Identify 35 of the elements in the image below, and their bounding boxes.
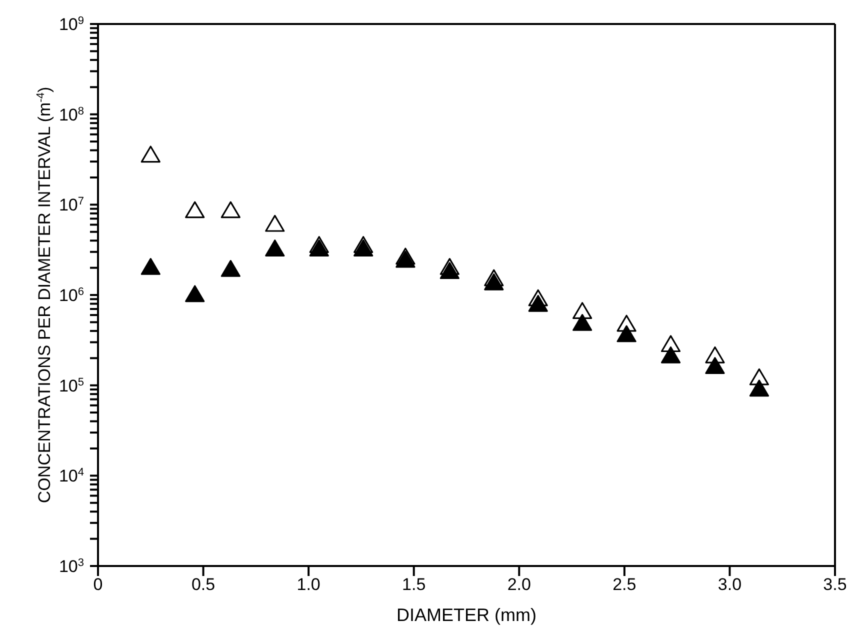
x-tick-label: 1.0 bbox=[296, 575, 320, 594]
x-tick-label: 2.5 bbox=[612, 575, 636, 594]
y-tick-label: 10$^{4}$ bbox=[58, 466, 84, 486]
point bbox=[220, 201, 240, 218]
point bbox=[396, 250, 416, 268]
y-tick-label: 10$^{6}$ bbox=[58, 286, 84, 305]
x-tick-label: 3.5 bbox=[823, 575, 847, 594]
point bbox=[140, 146, 160, 163]
y-tick-label: 10$^{7}$ bbox=[58, 196, 84, 215]
point bbox=[309, 240, 329, 256]
point bbox=[705, 357, 725, 374]
point bbox=[616, 325, 636, 342]
x-axis-title: DIAMETER (mm) bbox=[396, 605, 536, 625]
point bbox=[440, 262, 460, 280]
y-tick-label: 10$^{5}$ bbox=[58, 376, 84, 396]
point bbox=[528, 294, 548, 312]
y-tick-label: 10$^{3}$ bbox=[58, 557, 84, 576]
point bbox=[265, 240, 285, 256]
y-tick-label: 10$^{9}$ bbox=[58, 15, 84, 34]
point bbox=[354, 240, 374, 256]
point bbox=[140, 258, 160, 275]
x-tick-label: 3.0 bbox=[718, 575, 742, 594]
point bbox=[660, 346, 681, 364]
point bbox=[484, 273, 504, 290]
point bbox=[749, 380, 769, 397]
x-tick-label: 0.5 bbox=[191, 575, 216, 594]
point bbox=[185, 285, 205, 302]
point bbox=[572, 314, 592, 331]
y-tick-label: 10$^{8}$ bbox=[58, 105, 84, 124]
x-tick-label: 1.5 bbox=[402, 575, 426, 594]
point bbox=[265, 214, 285, 232]
x-tick-label: 0 bbox=[93, 575, 103, 594]
point bbox=[185, 201, 205, 218]
x-tick-label: 2.0 bbox=[507, 575, 531, 594]
point bbox=[220, 260, 240, 277]
